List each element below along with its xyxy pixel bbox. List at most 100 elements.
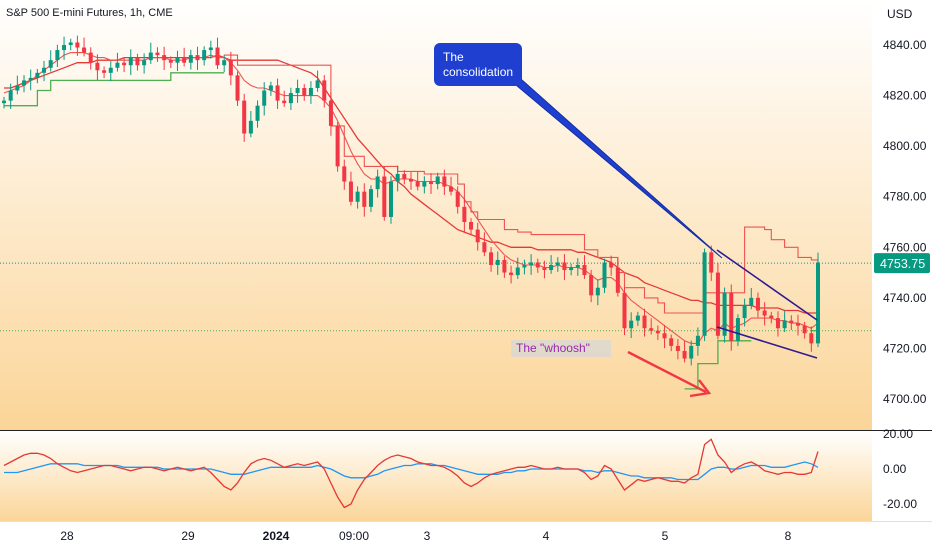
candle-body: [315, 80, 320, 88]
candle-body: [162, 55, 167, 61]
candle-body: [682, 350, 687, 359]
candle-body: [268, 85, 273, 91]
candle-body: [122, 62, 127, 66]
candle-body: [95, 62, 100, 71]
last-price-text: 4753.75: [880, 257, 925, 271]
candle-body: [449, 186, 454, 192]
candle-body: [115, 62, 120, 68]
signal-line: [4, 461, 819, 481]
candle-body: [455, 191, 460, 207]
price-tick-label: 4840.00: [883, 38, 927, 52]
candle-body: [769, 315, 774, 319]
candle-body: [408, 179, 414, 182]
whoosh-arrow-shaft: [627, 350, 707, 394]
candle-body: [375, 176, 380, 190]
candle-body: [515, 267, 520, 276]
candle-body: [202, 50, 207, 61]
candle-body: [168, 60, 173, 63]
candle-body: [348, 181, 353, 202]
stop-line-red: [224, 54, 819, 314]
candle-body: [42, 67, 47, 73]
candle-body: [642, 315, 647, 329]
last-price-tag: [874, 253, 930, 274]
time-tick-label: 8: [785, 529, 792, 543]
candle-body: [388, 181, 393, 217]
candle-body: [415, 181, 420, 187]
time-tick-label: 28: [60, 529, 74, 543]
whoosh-label: The "whoosh": [516, 341, 590, 355]
candle-body: [248, 120, 253, 134]
time-tick-label: 09:00: [339, 529, 369, 543]
candle-body: [689, 345, 694, 359]
candle-body: [615, 267, 620, 293]
price-tick-label: 4740.00: [883, 291, 927, 305]
candle-body: [102, 70, 107, 73]
whoosh-arrow-head: [689, 379, 712, 398]
time-axis: 28 29 2024 09:00 3 4 5 8: [60, 529, 791, 543]
candle-body: [782, 320, 787, 329]
candle-body: [188, 55, 193, 63]
candle-body: [395, 173, 400, 182]
candle-body: [775, 318, 780, 329]
candle-body: [15, 85, 20, 91]
time-tick-label: 29: [181, 529, 195, 543]
indicator-pane-background: [0, 431, 872, 521]
candle-body: [35, 72, 40, 78]
candle-body: [1, 100, 7, 104]
candle-body: [302, 87, 307, 96]
candlesticks: [1, 35, 821, 366]
candle-body: [729, 292, 734, 341]
candle-body: [789, 320, 794, 324]
candle-body: [489, 252, 494, 265]
candle-body: [48, 60, 53, 68]
oscillator-pane: 20.00 0.00 -20.00: [3, 427, 917, 511]
candle-body: [595, 287, 600, 296]
candle-body: [609, 262, 614, 268]
candle-body: [462, 206, 467, 222]
candle-body: [542, 267, 547, 271]
price-tick-label: 4780.00: [883, 190, 927, 204]
price-tick-label: 4720.00: [883, 341, 927, 355]
oscillator-tick-label: 0.00: [883, 462, 907, 476]
candle-body: [622, 292, 627, 329]
candle-body: [382, 176, 387, 217]
oscillator-tick-label: -20.00: [883, 497, 917, 511]
candle-body: [55, 50, 60, 61]
wedge-lower-line: [716, 326, 818, 359]
candle-body: [815, 262, 821, 344]
candle-body: [282, 100, 287, 104]
candle-body: [255, 105, 260, 121]
candle-body: [749, 297, 754, 306]
candle-body: [702, 252, 707, 336]
candle-body: [362, 191, 367, 207]
candle-body: [735, 318, 740, 341]
candle-body: [262, 90, 267, 106]
upper-band-line: [4, 54, 818, 314]
candle-body: [802, 325, 807, 334]
candle-body: [88, 52, 93, 63]
candle-body: [655, 330, 660, 334]
candle-body: [108, 67, 113, 73]
candle-body: [75, 42, 80, 48]
candle-body: [762, 310, 767, 316]
price-tick-label: 4760.00: [883, 240, 927, 254]
candle-body: [355, 191, 360, 202]
candle-body: [222, 60, 227, 66]
candle-body: [429, 181, 434, 185]
candle-body: [742, 305, 747, 319]
candle-body: [442, 176, 447, 187]
candle-body: [295, 87, 300, 94]
candle-body: [482, 242, 487, 253]
candle-body: [275, 85, 280, 101]
price-tick-label: 4800.00: [883, 139, 927, 153]
candle-body: [22, 80, 27, 86]
candle-body: [8, 90, 13, 101]
candle-body: [335, 125, 340, 167]
wedge-upper-line: [716, 249, 818, 321]
time-tick-label: 3: [424, 529, 431, 543]
candle-body: [368, 189, 373, 207]
candle-body: [28, 77, 33, 81]
candle-body: [128, 57, 133, 66]
candle-body: [675, 345, 680, 351]
